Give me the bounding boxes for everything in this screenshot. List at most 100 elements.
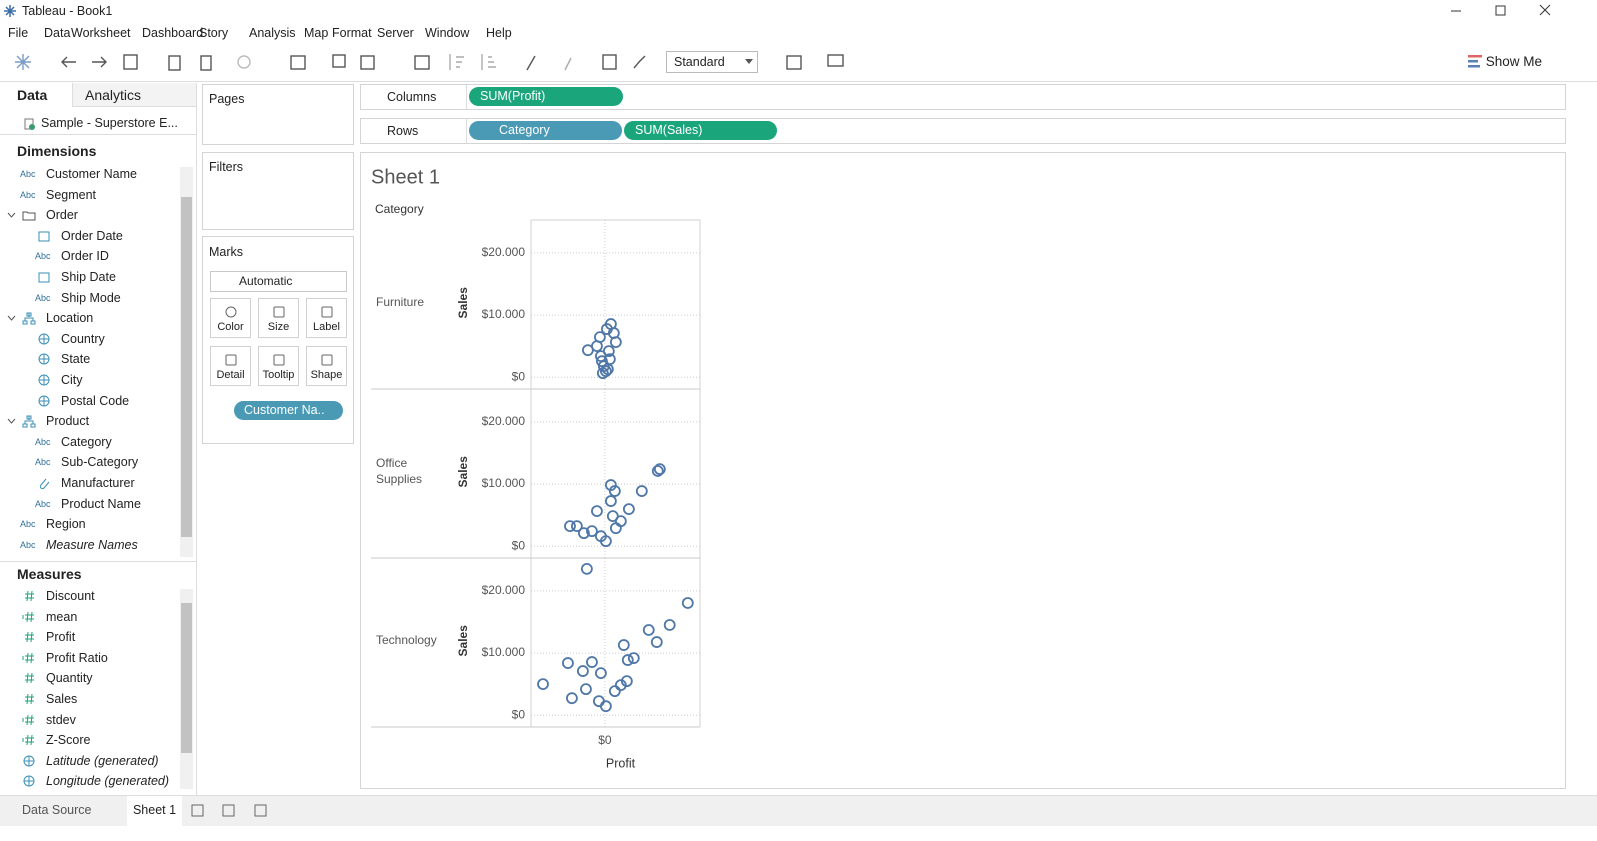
show-me[interactable]: Show Me (1468, 54, 1542, 69)
field-name: Sub-Category (61, 455, 139, 470)
menu-item[interactable]: Worksheet (71, 26, 131, 40)
mark-button[interactable]: Detail (210, 346, 251, 386)
field-row[interactable]: Abc Segment (0, 185, 178, 205)
field-row[interactable]: State (0, 349, 178, 369)
menu-item[interactable]: Data (44, 26, 71, 40)
mark-button[interactable]: Label (306, 298, 347, 338)
clip-icon (39, 478, 50, 490)
field-row[interactable]: Abc Region (0, 514, 178, 534)
sheet-title: Sheet 1 (371, 166, 440, 188)
field-row[interactable]: Order (0, 205, 178, 225)
field-row[interactable]: Latitude (generated) (0, 751, 178, 771)
field-row[interactable]: Profit Ratio (0, 648, 178, 668)
menu-item[interactable]: Analysis (249, 26, 296, 40)
menu-item[interactable]: Dashboard (142, 26, 204, 40)
field-row[interactable]: City (0, 370, 178, 390)
field-row[interactable]: Profit (0, 627, 178, 647)
scroll-thumb[interactable] (181, 197, 192, 537)
field-row[interactable]: Sales (0, 689, 178, 709)
pause[interactable] (200, 55, 212, 71)
type-tag: Abc (35, 251, 51, 262)
menu-item[interactable]: Window (425, 26, 470, 40)
save[interactable] (123, 54, 138, 70)
field-row[interactable]: Quantity (0, 668, 178, 688)
dim-scrollbar[interactable] (180, 167, 193, 557)
field-row[interactable]: stdev (0, 710, 178, 730)
show-cards[interactable] (786, 55, 802, 70)
sort-desc[interactable] (481, 54, 496, 70)
field-row[interactable]: Discount (0, 586, 178, 606)
new-datasource[interactable] (168, 55, 181, 71)
clear[interactable] (360, 55, 375, 70)
field-row[interactable]: Order Date (0, 226, 178, 246)
field-row[interactable]: mean (0, 607, 178, 627)
field-row[interactable]: Postal Code (0, 391, 178, 411)
field-row[interactable]: Manufacturer (0, 473, 178, 493)
mark-button[interactable]: Shape (306, 346, 347, 386)
new-sheet[interactable] (290, 55, 306, 70)
labels[interactable] (602, 54, 617, 70)
menu-item[interactable]: Format (332, 26, 372, 40)
new-dashboard[interactable] (222, 804, 235, 817)
field-row[interactable]: Ship Date (0, 267, 178, 287)
new-story[interactable] (254, 804, 267, 817)
field-row[interactable]: Abc Measure Names (0, 535, 178, 555)
highlight[interactable] (526, 55, 536, 71)
field-row[interactable]: Product (0, 411, 178, 431)
data-point (586, 525, 598, 538)
new-worksheet[interactable] (191, 804, 204, 817)
menu-item[interactable]: Help (486, 26, 512, 40)
mark-button[interactable]: Size (258, 298, 299, 338)
field-row[interactable]: Abc Category (0, 432, 178, 452)
scroll-thumb[interactable] (181, 603, 192, 753)
redo[interactable] (92, 56, 107, 68)
sheet-tab[interactable]: Sheet 1 (127, 796, 182, 826)
sort-asc[interactable] (449, 54, 464, 70)
pages-shelf[interactable]: Pages (202, 84, 354, 145)
panel-label: Office Supplies (376, 456, 422, 486)
menu-item[interactable]: File (8, 26, 29, 40)
swap[interactable] (414, 55, 430, 70)
tableau-logo[interactable] (15, 54, 31, 70)
shelf-pill[interactable]: SUM(Sales) (624, 121, 777, 140)
field-row[interactable]: Abc Sub-Category (0, 452, 178, 472)
close[interactable] (1539, 4, 1551, 16)
meas-scrollbar[interactable] (180, 589, 193, 789)
field-row[interactable]: Country (0, 329, 178, 349)
fix-axes[interactable] (633, 55, 646, 69)
datasource[interactable]: Sample - Superstore E... (0, 111, 196, 135)
field-row[interactable]: Abc Customer Name (0, 164, 178, 184)
menu-item[interactable]: Story (199, 26, 229, 40)
data-point (604, 495, 617, 507)
undo[interactable] (61, 56, 76, 68)
data-point (642, 624, 655, 636)
group[interactable] (564, 57, 572, 71)
window-controls[interactable] (1440, 2, 1560, 20)
filters-shelf[interactable]: Filters (202, 152, 354, 230)
mark-type-select[interactable]: Automatic (210, 271, 347, 292)
data-source-tab[interactable]: Data Source (22, 803, 92, 817)
duplicate[interactable] (332, 54, 346, 68)
mark-button[interactable]: Tooltip (258, 346, 299, 386)
detail-pill[interactable]: Customer Na.. (234, 401, 343, 420)
field-row[interactable]: Location (0, 308, 178, 328)
data-point (578, 527, 590, 540)
field-row[interactable]: Longitude (generated) (0, 771, 178, 791)
field-row[interactable]: Abc Order ID (0, 246, 178, 266)
field-row[interactable]: Abc Product Name (0, 494, 178, 514)
field-row[interactable]: Abc Ship Mode (0, 288, 178, 308)
type-tag: Abc (35, 436, 51, 447)
data-tab[interactable]: Data (17, 87, 48, 103)
fit-select[interactable]: Standard (666, 51, 758, 73)
data-point (577, 665, 589, 677)
presentation[interactable] (827, 54, 844, 67)
menu-item[interactable]: Server (377, 26, 414, 40)
shelf-pill[interactable]: SUM(Profit) (469, 87, 623, 106)
analytics-tab[interactable]: Analytics (72, 83, 196, 107)
restore[interactable] (1495, 5, 1506, 16)
shelf-pill[interactable]: Category (469, 121, 622, 140)
refresh[interactable] (237, 55, 251, 69)
menu-item[interactable]: Map (304, 26, 329, 40)
mark-button[interactable]: Color (210, 298, 251, 338)
field-row[interactable]: Z-Score (0, 730, 178, 750)
